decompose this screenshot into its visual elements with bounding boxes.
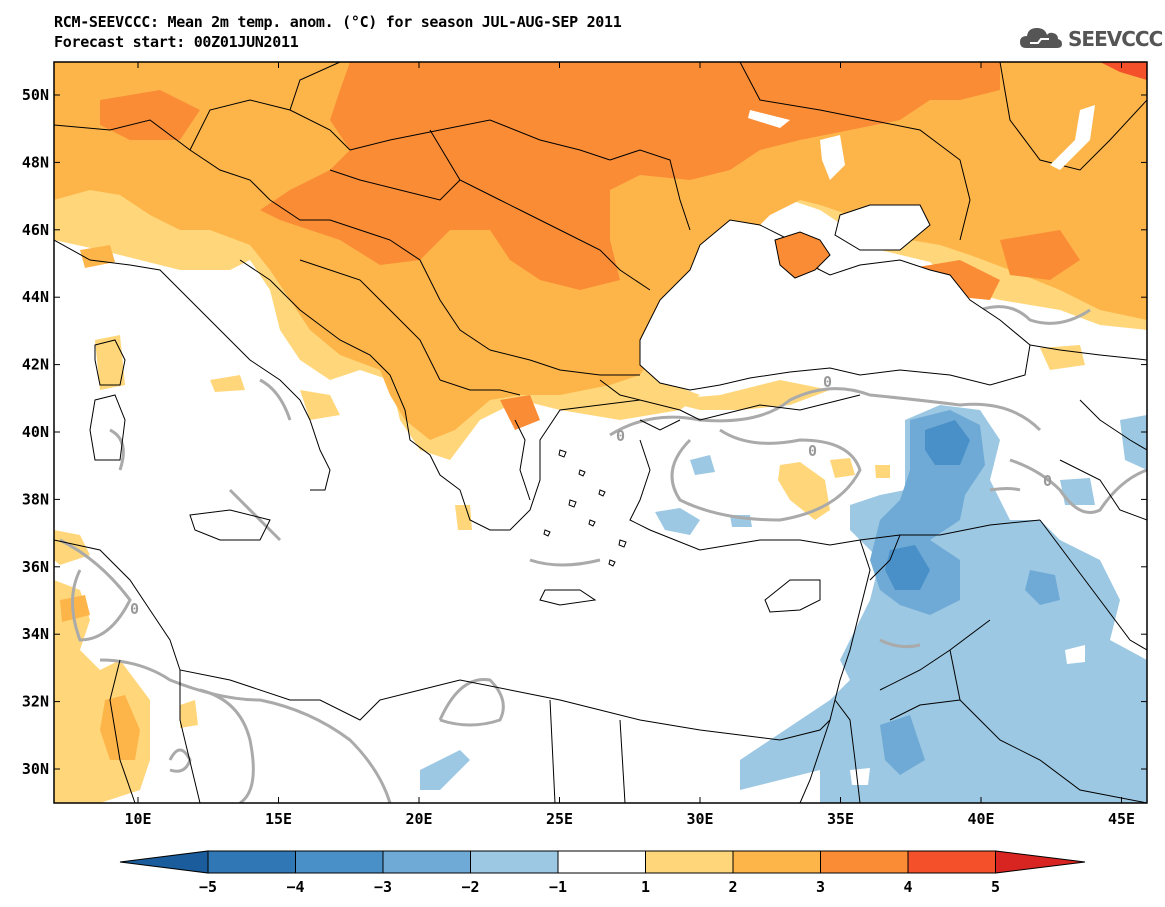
latitude-axis: 50N 48N 46N 44N 42N 40N 38N 36N 34N 32N 30N xyxy=(22,86,1147,778)
aegean-islands xyxy=(543,449,627,567)
title-line-1: RCM-SEEVCCC: Mean 2m temp. anom. (°C) fo… xyxy=(54,13,622,31)
anomaly-fill-minus-3-4 xyxy=(885,545,930,590)
lake xyxy=(1050,105,1095,170)
anomaly-fill-1-2 xyxy=(210,375,245,392)
seevccc-logo: SEEVCCC xyxy=(1018,24,1163,54)
anomaly-hole xyxy=(1065,645,1085,664)
contour-label: 0 xyxy=(130,600,139,618)
anomaly-fill-minus-1-2 xyxy=(655,508,700,535)
anomaly-fill-2-3 xyxy=(60,595,90,622)
anomaly-fill-1-2 xyxy=(180,700,198,728)
contour-label: 0 xyxy=(823,373,832,391)
colorbar-tick-label: −5 xyxy=(199,878,217,896)
colorbar-tick-label: −2 xyxy=(461,878,479,896)
colorbar-box xyxy=(382,850,471,874)
anomaly-fill-1-2 xyxy=(300,390,340,420)
lat-label: 50N xyxy=(22,86,49,104)
temperature-anomaly-map: 0 0 0 0 0 xyxy=(22,61,1148,828)
lat-label: 44N xyxy=(22,288,49,306)
colorbar-tick-label: −4 xyxy=(286,878,304,896)
anomaly-fill-minus-2-3 xyxy=(880,715,925,775)
coastlines xyxy=(54,239,871,803)
colorbar-tick-label: 3 xyxy=(816,878,825,896)
colorbar-arrow-high xyxy=(995,850,1086,874)
colorbar-tick-label: 2 xyxy=(728,878,737,896)
anomaly-fill-3-4 xyxy=(500,395,540,430)
contour-label: 0 xyxy=(616,427,625,445)
title-line-2: Forecast start: 00Z01JUN2011 xyxy=(54,33,299,51)
lon-label: 15E xyxy=(265,810,292,828)
colorbar-tick-label: 5 xyxy=(991,878,1000,896)
lake xyxy=(748,110,790,128)
contour-label: 0 xyxy=(808,442,817,460)
lat-label: 40N xyxy=(22,423,49,441)
anomaly-fill-3-4 xyxy=(260,62,1000,290)
lat-label: 34N xyxy=(22,625,49,643)
cloud-icon xyxy=(1020,28,1062,48)
anomaly-fill-minus-1-2 xyxy=(420,750,470,790)
contour-label: 0 xyxy=(1043,472,1052,490)
lat-label: 48N xyxy=(22,153,49,171)
lat-label: 32N xyxy=(22,693,49,711)
anomaly-fill-3-4 xyxy=(100,90,200,140)
colorbar-box xyxy=(470,850,559,874)
lon-label: 20E xyxy=(405,810,432,828)
anomaly-fill-4-5 xyxy=(1100,62,1147,80)
logo-text: SEEVCCC xyxy=(1068,27,1163,51)
lake xyxy=(820,135,845,180)
lat-label: 30N xyxy=(22,760,49,778)
lat-label: 42N xyxy=(22,356,49,374)
anomaly-fill-1-2 xyxy=(455,505,472,530)
colorbar-box xyxy=(907,850,996,874)
anomaly-fill-minus-1-2 xyxy=(690,455,715,475)
lon-label: 30E xyxy=(686,810,713,828)
anomaly-fill-2-3 xyxy=(100,695,140,760)
lon-label: 25E xyxy=(546,810,573,828)
lon-label: 40E xyxy=(967,810,994,828)
longitude-axis: 10E 15E 20E 25E 30E 35E 40E 45E xyxy=(124,62,1135,828)
anomaly-fill-1-2 xyxy=(830,458,855,478)
colorbar-box xyxy=(732,850,821,874)
colorbar-tick-label: 4 xyxy=(903,878,912,896)
lon-label: 10E xyxy=(124,810,151,828)
crimea xyxy=(774,231,831,279)
anomaly-fill-minus-3-4 xyxy=(925,420,970,465)
lat-label: 36N xyxy=(22,558,49,576)
colorbar-box xyxy=(645,850,734,874)
sea-of-azov xyxy=(834,204,931,251)
anomaly-hole xyxy=(850,768,870,785)
lat-label: 38N xyxy=(22,490,49,508)
colorbar-box xyxy=(295,850,384,874)
colorbar-tick-label: 1 xyxy=(641,878,650,896)
colorbar: −5 −4 −3 −2 −1 1 2 3 4 5 xyxy=(119,850,1086,896)
lon-label: 35E xyxy=(827,810,854,828)
colorbar-box xyxy=(557,850,646,874)
colorbar-tick-label: −3 xyxy=(374,878,392,896)
colorbar-arrow-low xyxy=(119,850,209,874)
lon-label: 45E xyxy=(1108,810,1135,828)
anomaly-fill-minus-1-2 xyxy=(1060,478,1095,505)
map-title: RCM-SEEVCCC: Mean 2m temp. anom. (°C) fo… xyxy=(54,12,622,52)
zero-contours xyxy=(59,305,1147,803)
anomaly-fill-1-2 xyxy=(875,465,890,478)
country-borders xyxy=(54,62,1147,803)
colorbar-box xyxy=(207,850,296,874)
anomaly-fill-3-4 xyxy=(1000,230,1080,280)
anomaly-fill-minus-2-3 xyxy=(1025,570,1060,605)
lat-label: 46N xyxy=(22,221,49,239)
anomaly-fill-1-2 xyxy=(778,462,830,520)
colorbar-tick-label: −1 xyxy=(549,878,567,896)
anomaly-fill-1-2 xyxy=(95,335,125,390)
black-sea xyxy=(639,219,1031,391)
colorbar-box xyxy=(820,850,909,874)
